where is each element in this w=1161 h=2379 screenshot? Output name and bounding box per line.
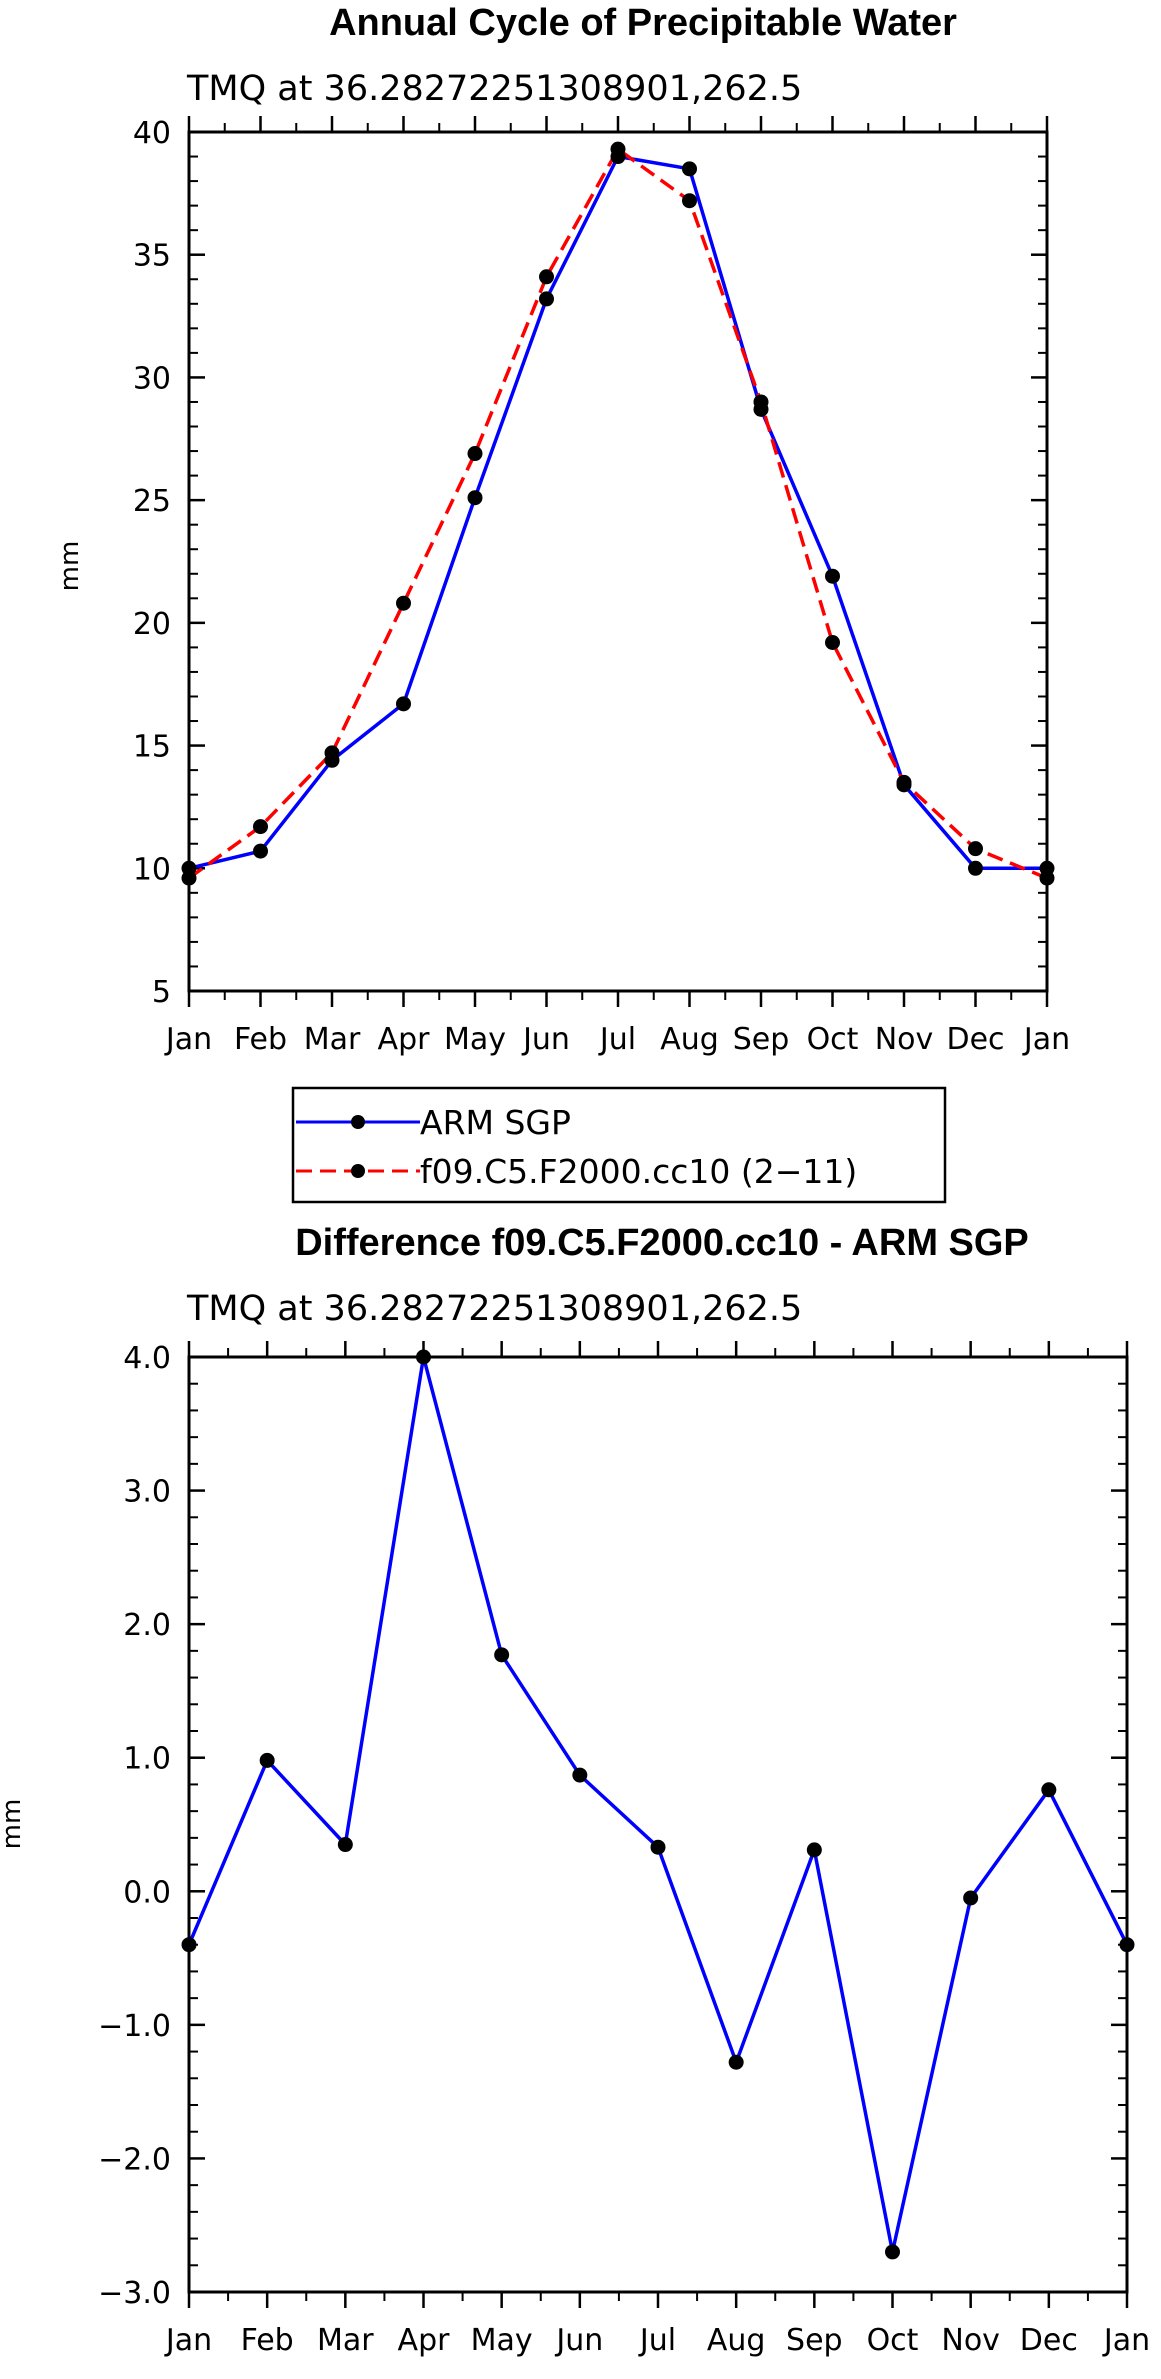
chart1-point-0 [396, 696, 411, 712]
legend-label-model: f09.C5.F2000.cc10 (2−11) [420, 1152, 857, 1191]
difference-panel: Difference f09.C5.F2000.cc10 - ARM SGP T… [0, 1222, 1150, 2358]
chart2-xtick-label: Jan [164, 2323, 212, 2358]
chart1-point-0 [467, 490, 483, 506]
chart1-xtick-label: Oct [807, 1022, 859, 1057]
chart1-point-0 [539, 291, 554, 307]
chart1-xtick-label: Sep [733, 1022, 790, 1057]
chart2-ytick-label: 4.0 [123, 1341, 171, 1376]
chart2-point-0 [885, 2244, 900, 2260]
chart1-xtick-label: Jun [521, 1022, 570, 1057]
chart1-legend: ARM SGP f09.C5.F2000.cc10 (2−11) [291, 1086, 947, 1204]
chart1-point-1 [324, 745, 340, 761]
chart1-ytick-label: 15 [133, 730, 171, 765]
chart2-ylabel: mm [0, 1799, 27, 1850]
chart2-point-0 [1041, 1782, 1057, 1798]
chart1-frame [187, 130, 1049, 993]
chart2-axes: Jan Feb Mar Apr May Jun Jul Aug Sep Oct Nov Dec Jan −… [98, 1341, 1150, 2358]
chart2-xtick-label: Jun [554, 2323, 603, 2358]
chart1-point-0 [682, 161, 697, 177]
chart2-ytick-label: 1.0 [123, 1742, 171, 1777]
chart1-xtick-label: Nov [875, 1022, 934, 1057]
chart1-xtick-label: Jan [164, 1022, 212, 1057]
chart2-xtick-label: Jul [638, 2323, 676, 2358]
chart1-point-1 [753, 394, 769, 410]
chart1-ytick-label: 30 [133, 361, 171, 396]
chart2-point-0 [963, 1890, 979, 1906]
chart1-point-1 [968, 841, 983, 857]
chart1-xtick-label: May [444, 1022, 506, 1057]
chart1-point-1 [610, 141, 626, 157]
chart1-xtick-label: Feb [234, 1022, 287, 1057]
legend-label-arm-sgp: ARM SGP [420, 1103, 571, 1142]
chart1-ylabel: mm [55, 541, 85, 592]
chart2-frame [187, 1355, 1129, 2294]
chart2-xtick-label: May [471, 2323, 533, 2358]
chart1-xtick-label: Mar [304, 1022, 361, 1057]
chart2-xtick-label: Sep [786, 2323, 843, 2358]
chart1-point-1 [896, 774, 912, 790]
chart1-point-1 [825, 634, 840, 650]
chart1-subtitle: TMQ at 36.28272251308901,262.5 [186, 69, 802, 109]
chart1-point-1 [682, 193, 697, 209]
chart2-xtick-label: Jan [1102, 2323, 1150, 2358]
chart2-subtitle: TMQ at 36.28272251308901,262.5 [186, 1289, 802, 1329]
chart2-xtick-label: Dec [1020, 2323, 1078, 2358]
chart1-point-0 [253, 843, 268, 859]
chart1-point-0 [825, 568, 840, 584]
chart1-point-0 [968, 860, 983, 876]
chart2-xtick-label: Apr [398, 2323, 451, 2358]
chart2-point-0 [572, 1767, 588, 1783]
chart2-point-0 [337, 1837, 353, 1853]
legend-box [291, 1086, 947, 1204]
chart1-point-1 [467, 446, 483, 462]
chart2-xtick-label: Mar [317, 2323, 374, 2358]
chart2-series-line-0 [187, 1355, 1129, 2254]
chart2-title: Difference f09.C5.F2000.cc10 - ARM SGP [295, 1222, 1029, 1264]
chart2-ytick-label: −2.0 [98, 2142, 171, 2177]
chart2-xtick-label: Nov [941, 2323, 1000, 2358]
chart2-ytick-label: 2.0 [123, 1608, 171, 1643]
chart1-ytick-label: 25 [133, 484, 171, 519]
chart1-xtick-label: Jul [598, 1022, 636, 1057]
chart1-xtick-label: Dec [946, 1022, 1004, 1057]
chart2-xtick-label: Feb [241, 2323, 294, 2358]
legend-marker-arm-sgp [351, 1115, 365, 1129]
chart2-ytick-label: −1.0 [98, 2009, 171, 2044]
chart2-point-0 [806, 1842, 822, 1858]
chart1-xtick-label: Jan [1022, 1022, 1070, 1057]
chart1-point-1 [539, 269, 554, 285]
legend-marker-model [351, 1164, 365, 1178]
chart1-series-group [181, 141, 1055, 886]
chart2-series-group [181, 1349, 1135, 2260]
chart2-point-0 [650, 1839, 666, 1855]
chart1-point-1 [253, 819, 268, 835]
chart1-xtick-label: Apr [378, 1022, 431, 1057]
chart1-ytick-label: 35 [133, 239, 171, 274]
chart1-axes: Jan Feb Mar Apr May Jun Jul Aug Sep Oct Nov Dec Jan 5… [133, 116, 1070, 1057]
chart2-ytick-label: 3.0 [123, 1475, 171, 1510]
chart1-title: Annual Cycle of Precipitable Water [329, 2, 957, 44]
chart1-series-line-1 [187, 147, 1048, 880]
chart2-point-0 [728, 2054, 744, 2070]
annual-cycle-panel: Annual Cycle of Precipitable Water TMQ a… [55, 2, 1070, 1057]
chart2-xtick-label: Aug [707, 2323, 766, 2358]
chart2-ytick-label: −3.0 [98, 2276, 171, 2311]
chart2-ytick-label: 0.0 [123, 1875, 171, 1910]
chart1-series-line-0 [188, 154, 1047, 871]
chart2-point-0 [494, 1647, 510, 1663]
chart1-point-1 [396, 595, 411, 611]
chart1-xtick-label: Aug [660, 1022, 719, 1057]
chart1-ytick-label: 10 [133, 852, 171, 887]
chart2-xtick-label: Oct [867, 2323, 919, 2358]
chart1-ytick-label: 20 [133, 607, 171, 642]
chart1-ytick-label: 40 [133, 116, 171, 151]
chart2-point-0 [259, 1752, 275, 1768]
chart1-ytick-label: 5 [152, 975, 171, 1010]
